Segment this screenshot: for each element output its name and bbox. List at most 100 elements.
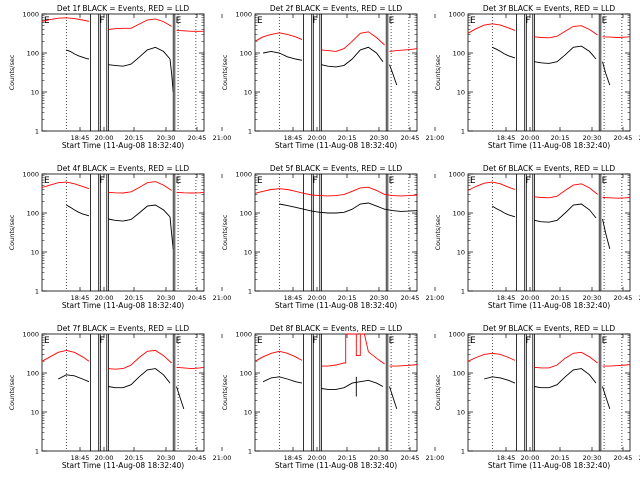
lld-series-line xyxy=(176,29,204,32)
marker-f: F xyxy=(100,16,105,26)
plot-frame xyxy=(41,13,205,132)
ytick-label: 100 xyxy=(453,370,465,378)
lld-series-line xyxy=(602,364,631,367)
xtick-label: 20:00 xyxy=(95,454,114,462)
ytick-label: 1000 xyxy=(22,11,39,19)
x-axis-label: Start Time (11-Aug-08 18:32:40) xyxy=(275,461,397,470)
events-series-line xyxy=(279,202,418,214)
xtick-label: 21:00 xyxy=(426,294,445,302)
xtick-label: 18:45 xyxy=(284,294,303,302)
lld-series-line xyxy=(108,18,172,30)
panel-title: Det 4f BLACK = Events, RED = LLD xyxy=(57,164,190,173)
xtick-label: 20:30 xyxy=(583,134,602,142)
events-series-line xyxy=(602,386,611,410)
events-series-line xyxy=(262,376,303,384)
xtick-label: 20:15 xyxy=(551,134,570,142)
lld-series-line xyxy=(602,197,631,199)
ytick-label: 1000 xyxy=(235,331,252,339)
panel-title: Det 1f BLACK = Events, RED = LLD xyxy=(57,4,190,13)
marker-e: E xyxy=(44,336,50,346)
xtick-label: 21:00 xyxy=(213,134,232,142)
y-axis-label: Counts/sec xyxy=(8,374,16,410)
xtick-label: 20:30 xyxy=(157,134,176,142)
lld-series-line xyxy=(467,352,516,362)
ytick-label: 1000 xyxy=(448,331,465,339)
panel-title: Det 6f BLACK = Events, RED = LLD xyxy=(483,164,616,173)
marker-f: F xyxy=(313,336,318,346)
xtick-label: 20:45 xyxy=(188,454,207,462)
xtick-label: 20:45 xyxy=(614,134,633,142)
events-series-line xyxy=(176,386,185,410)
y-axis-label: Counts/sec xyxy=(221,374,229,410)
xtick-label: 20:30 xyxy=(583,454,602,462)
events-series-line xyxy=(602,61,611,86)
y-axis-label: Counts/sec xyxy=(434,54,442,90)
xtick-label: 18:45 xyxy=(284,134,303,142)
xtick-label: 20:45 xyxy=(401,294,420,302)
xtick-label: 20:45 xyxy=(401,454,420,462)
xtick-label: 20:15 xyxy=(338,134,357,142)
xtick-label: 18:45 xyxy=(284,454,303,462)
lld-series-line xyxy=(534,351,598,369)
ytick-label: 1 xyxy=(35,128,39,136)
xtick-label: 20:30 xyxy=(583,294,602,302)
panel-title: Det 9f BLACK = Events, RED = LLD xyxy=(483,324,616,333)
y-axis-label: Counts/sec xyxy=(8,214,16,250)
panel-title: Det 2f BLACK = Events, RED = LLD xyxy=(270,4,403,13)
ytick-label: 10 xyxy=(244,249,252,257)
plot-frame xyxy=(467,333,631,452)
lld-series-line xyxy=(108,181,172,194)
xtick-label: 20:30 xyxy=(157,454,176,462)
xtick-label: 20:15 xyxy=(338,454,357,462)
lld-series-line xyxy=(254,32,303,42)
xtick-label: 20:00 xyxy=(521,294,540,302)
marker-f: F xyxy=(526,176,531,186)
x-axis-label: Start Time (11-Aug-08 18:32:40) xyxy=(275,141,397,150)
xtick-label: 18:45 xyxy=(497,134,516,142)
xtick-label: 20:45 xyxy=(614,454,633,462)
ytick-label: 10 xyxy=(244,89,252,97)
panel-det-6: Det 6f BLACK = Events, RED = LLD 1 10 100 10… xyxy=(434,164,640,310)
xtick-label: 20:15 xyxy=(338,294,357,302)
ytick-label: 1000 xyxy=(22,331,39,339)
x-axis-label: Start Time (11-Aug-08 18:32:40) xyxy=(275,301,397,310)
xtick-label: 20:30 xyxy=(370,134,389,142)
marker-e: E xyxy=(257,336,263,346)
marker-e: E xyxy=(470,16,476,26)
xtick-label: 20:30 xyxy=(157,294,176,302)
panel-det-3: Det 3f BLACK = Events, RED = LLD 1 10 100 10… xyxy=(434,4,640,150)
events-series-line xyxy=(484,376,516,384)
plot-frame xyxy=(254,13,418,132)
ytick-label: 10 xyxy=(457,89,465,97)
lld-series-line xyxy=(176,191,205,194)
ytick-label: 100 xyxy=(240,370,252,378)
marker-e: E xyxy=(176,336,182,346)
lld-series-line xyxy=(41,349,90,362)
ytick-label: 1000 xyxy=(448,171,465,179)
events-series-line xyxy=(57,374,90,383)
plot-frame xyxy=(41,173,205,292)
ytick-label: 100 xyxy=(240,210,252,218)
lld-series-line xyxy=(534,183,598,199)
xtick-label: 20:15 xyxy=(551,294,570,302)
marker-e: E xyxy=(602,176,608,186)
events-series-line xyxy=(534,45,597,64)
y-axis-label: Counts/sec xyxy=(221,54,229,90)
ytick-label: 1000 xyxy=(22,171,39,179)
ytick-label: 1 xyxy=(461,128,465,136)
xtick-label: 20:15 xyxy=(125,294,144,302)
xtick-label: 20:00 xyxy=(95,294,114,302)
ytick-label: 1 xyxy=(35,448,39,456)
marker-f: F xyxy=(100,176,105,186)
ytick-label: 1 xyxy=(248,128,252,136)
xtick-label: 20:30 xyxy=(370,294,389,302)
y-axis-label: Counts/sec xyxy=(434,374,442,410)
events-series-line xyxy=(169,58,174,93)
events-series-line xyxy=(389,64,398,86)
xtick-label: 20:00 xyxy=(308,134,327,142)
y-axis-label: Counts/sec xyxy=(221,214,229,250)
xtick-label: 20:45 xyxy=(188,294,207,302)
panel-det-9: Det 9f BLACK = Events, RED = LLD 1 10 100 10… xyxy=(434,324,640,470)
y-axis-label: Counts/sec xyxy=(434,214,442,250)
events-series-line xyxy=(321,379,384,390)
